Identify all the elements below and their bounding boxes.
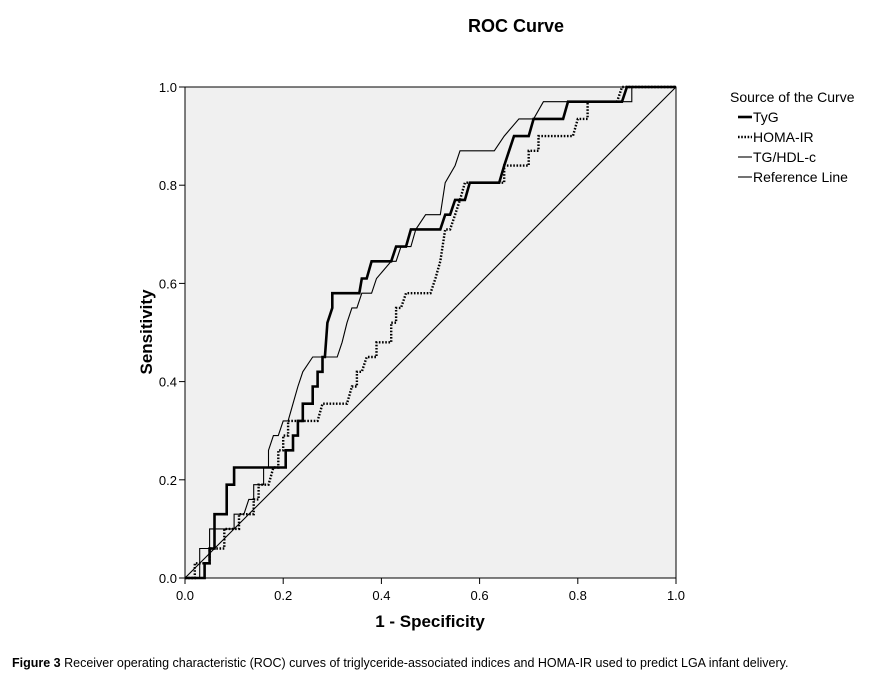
series-layer — [184, 85, 677, 580]
x-tick-label: 0.6 — [471, 588, 489, 603]
x-tick-label: 0.2 — [274, 588, 292, 603]
x-tick-label: 0.8 — [569, 588, 587, 603]
figure-label: Figure 3 — [12, 656, 61, 670]
x-tick-label: 0.4 — [372, 588, 390, 603]
x-tick-label: 1.0 — [667, 588, 685, 603]
legend-items: TyG HOMA-IR TG/HDL-c Reference Line — [738, 109, 848, 185]
series-line-tg-hdl-c — [185, 86, 676, 579]
series-line-tyg — [185, 85, 676, 580]
y-tick-label: 0.6 — [159, 276, 177, 291]
y-tick-label: 0.4 — [159, 375, 177, 390]
roc-chart: ROC Curve 0.00.20.40.60.81.0 0.0 0.2 0.4 0.… — [137, 16, 855, 631]
y-tick-label: 0.0 — [159, 571, 177, 586]
series-line-homa-ir — [185, 85, 676, 580]
y-tick-label: 1.0 — [159, 80, 177, 95]
y-tick-label: 0.2 — [159, 473, 177, 488]
x-axis: 0.0 0.2 0.4 0.6 0.8 1.0 — [176, 578, 685, 603]
legend-label-tyg: TyG — [753, 109, 779, 125]
y-axis-label: Sensitivity — [137, 289, 156, 375]
y-tick-label: 0.8 — [159, 178, 177, 193]
legend-label-tg-hdl-c: TG/HDL-c — [753, 149, 816, 165]
x-axis-label: 1 - Specificity — [375, 612, 485, 631]
figure-caption: Figure 3 Receiver operating characterist… — [12, 656, 882, 670]
legend: Source of the Curve TyG HOMA-IR TG/HDL-c Re… — [730, 89, 855, 185]
figure-caption-text: Receiver operating characteristic (ROC) … — [60, 656, 789, 670]
x-tick-label: 0.0 — [176, 588, 194, 603]
legend-label-reference-line: Reference Line — [753, 169, 848, 185]
chart-title: ROC Curve — [468, 16, 564, 36]
series-line-reference-line — [184, 86, 677, 579]
legend-title: Source of the Curve — [730, 89, 855, 105]
legend-label-homa-ir: HOMA-IR — [753, 129, 814, 145]
y-axis: 0.0 0.2 0.4 0.6 0.8 1.0 — [159, 80, 185, 586]
